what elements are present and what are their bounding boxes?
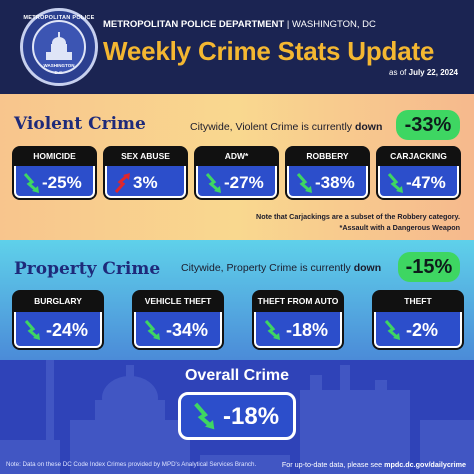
crime-card-value-box: -38% bbox=[287, 166, 368, 198]
trend-down-arrow-icon bbox=[296, 173, 312, 193]
footer-uptodate-prefix: For up-to-date data, please see bbox=[281, 460, 383, 469]
crime-card-value-box: -34% bbox=[134, 312, 222, 348]
carjacking-note: Note that Carjackings are a subset of th… bbox=[256, 212, 460, 221]
overall-crime-section: Overall Crime -18% Note: Data on these D… bbox=[0, 360, 474, 474]
crime-card-value-box: -18% bbox=[254, 312, 342, 348]
crime-card-value: -38% bbox=[315, 173, 355, 192]
trend-up-arrow-icon bbox=[114, 173, 130, 193]
as-of-value: July 22, 2024 bbox=[408, 68, 458, 77]
property-citywide-direction: down bbox=[353, 262, 382, 274]
separator: | bbox=[286, 19, 290, 30]
as-of-prefix: as of bbox=[389, 68, 407, 77]
badge-text-mid: WASHINGTON bbox=[43, 63, 75, 68]
crime-card-label: THEFT bbox=[404, 296, 432, 306]
crime-card-value-box: -2% bbox=[374, 312, 462, 348]
header: METROPOLITAN POLICE WASHINGTON D.C. METR… bbox=[0, 0, 474, 94]
adw-note: *Assault with a Dangerous Weapon bbox=[339, 223, 460, 232]
overall-crime-title: Overall Crime bbox=[184, 367, 290, 384]
violent-citywide-prefix: Citywide, Violent Crime is currently bbox=[190, 121, 353, 133]
trend-down-arrow-icon bbox=[194, 402, 215, 430]
footer-uptodate: For up-to-date data, please see mpdc.dc.… bbox=[282, 460, 466, 469]
property-citywide-prefix: Citywide, Property Crime is currently bbox=[181, 262, 351, 274]
crime-card-carjacking: CARJACKING -47% bbox=[376, 146, 461, 200]
trend-down-arrow-icon bbox=[24, 320, 40, 340]
trend-down-arrow-icon bbox=[264, 320, 280, 340]
crime-card-sex-abuse: SEX ABUSE 3% bbox=[103, 146, 188, 200]
violent-citywide-direction: down bbox=[354, 121, 383, 133]
footer-data-note: Note: Data on these DC Code Index Crimes… bbox=[6, 461, 257, 468]
crime-card-value: -24% bbox=[46, 320, 89, 340]
crime-card-label: BURGLARY bbox=[34, 296, 82, 306]
property-citywide-text: Citywide, Property Crime is currently do… bbox=[181, 262, 381, 274]
crime-card-value: -18% bbox=[286, 320, 329, 340]
capitol-icon bbox=[46, 32, 72, 60]
page-title: Weekly Crime Stats Update bbox=[103, 36, 435, 66]
crime-card-value: 3% bbox=[133, 173, 158, 192]
trend-down-arrow-icon bbox=[384, 320, 400, 340]
trend-down-arrow-icon bbox=[205, 173, 221, 193]
as-of-date: as of July 22, 2024 bbox=[389, 68, 458, 77]
crime-card-label: THEFT FROM AUTO bbox=[257, 296, 339, 306]
crime-card-burglary: BURGLARY -24% bbox=[12, 290, 104, 350]
dc-skyline-illustration bbox=[0, 360, 474, 474]
crime-card-label: VEHICLE THEFT bbox=[144, 296, 212, 306]
crime-card-value-box: -25% bbox=[14, 166, 95, 198]
crime-card-value: -34% bbox=[166, 320, 209, 340]
police-badge-logo: METROPOLITAN POLICE WASHINGTON D.C. bbox=[20, 8, 98, 86]
violent-citywide-change: -33% bbox=[396, 110, 460, 140]
crime-card-homicide: HOMICIDE -25% bbox=[12, 146, 97, 200]
crime-card-value: -27% bbox=[224, 173, 264, 192]
crime-card-value-box: -27% bbox=[196, 166, 277, 198]
crime-card-value: -47% bbox=[406, 173, 446, 192]
department-name: METROPOLITAN POLICE DEPARTMENT bbox=[103, 19, 285, 30]
crime-card-value-box: -47% bbox=[378, 166, 459, 198]
overall-crime-value: -18% bbox=[223, 403, 280, 430]
badge-text-top: METROPOLITAN POLICE bbox=[23, 15, 95, 21]
property-crime-section: Property Crime Citywide, Property Crime … bbox=[0, 240, 474, 360]
crime-card-label: HOMICIDE bbox=[33, 151, 76, 161]
department-line: METROPOLITAN POLICE DEPARTMENT | WASHING… bbox=[103, 19, 376, 30]
crime-card-theft: THEFT -2% bbox=[372, 290, 464, 350]
crime-card-value: -25% bbox=[42, 173, 82, 192]
crime-card-value: -2% bbox=[406, 320, 439, 340]
crime-card-label: ROBBERY bbox=[306, 151, 349, 161]
trend-down-arrow-icon bbox=[23, 173, 39, 193]
violent-citywide-text: Citywide, Violent Crime is currently dow… bbox=[190, 121, 382, 133]
crime-card-vehicle-theft: VEHICLE THEFT -34% bbox=[132, 290, 224, 350]
crime-card-theft-from-auto: THEFT FROM AUTO -18% bbox=[252, 290, 344, 350]
crime-card-label: SEX ABUSE bbox=[121, 151, 170, 161]
property-citywide-change: -15% bbox=[398, 252, 460, 282]
overall-crime-box: -18% bbox=[178, 392, 296, 440]
capitol-emblem bbox=[32, 20, 86, 74]
trend-down-arrow-icon bbox=[144, 320, 160, 340]
violent-crime-section: Violent Crime Citywide, Violent Crime is… bbox=[0, 94, 474, 240]
city-name: WASHINGTON, DC bbox=[291, 19, 376, 30]
crime-card-label: CARJACKING bbox=[390, 151, 447, 161]
crime-card-value-box: 3% bbox=[105, 166, 186, 198]
trend-down-arrow-icon bbox=[387, 173, 403, 193]
badge-text-bot: D.C. bbox=[54, 70, 64, 75]
crime-card-adw: ADW* -27% bbox=[194, 146, 279, 200]
crime-card-label: ADW* bbox=[224, 151, 249, 161]
crime-card-value-box: -24% bbox=[14, 312, 102, 348]
crime-card-robbery: ROBBERY -38% bbox=[285, 146, 370, 200]
property-crime-title: Property Crime bbox=[14, 259, 161, 279]
footer-url-link[interactable]: mpdc.dc.gov/dailycrime bbox=[384, 460, 466, 469]
violent-crime-title: Violent Crime bbox=[14, 114, 146, 134]
